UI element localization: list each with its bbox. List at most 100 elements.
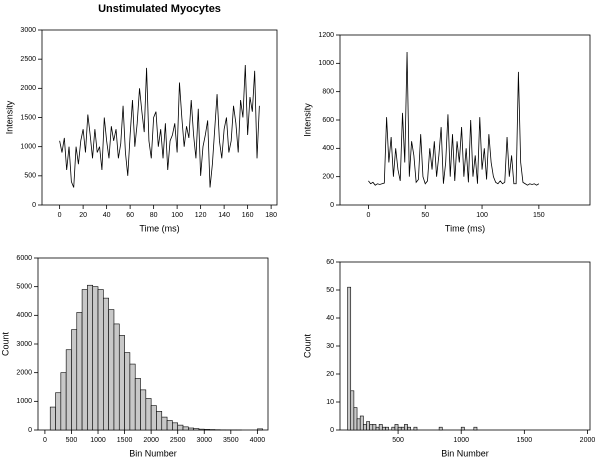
- histogram-bar: [366, 421, 370, 431]
- y-axis-label: Intensity: [302, 103, 312, 137]
- histogram-bar: [193, 428, 200, 431]
- data-line: [368, 51, 540, 186]
- y-tick-label: 3000: [20, 27, 36, 34]
- y-tick-label: 2500: [20, 56, 36, 63]
- histogram-bar: [150, 405, 157, 431]
- histogram-bar: [372, 424, 377, 431]
- y-tick-label: 30: [326, 343, 334, 350]
- histogram-bar: [161, 416, 168, 431]
- x-tick-label: 20: [79, 212, 87, 219]
- histogram-bar: [145, 398, 152, 431]
- histogram-bar: [391, 426, 396, 431]
- histogram-bar: [438, 426, 443, 431]
- y-tick-label: 6000: [16, 255, 32, 262]
- x-tick-label: 0: [58, 212, 62, 219]
- x-tick-label: 2000: [143, 437, 159, 444]
- x-tick-label: 0: [366, 212, 370, 219]
- histogram-bar: [97, 289, 104, 431]
- x-tick-label: 0: [43, 437, 47, 444]
- histogram-bar: [460, 426, 465, 431]
- histogram-bar: [378, 424, 383, 431]
- histogram-bar: [55, 392, 62, 431]
- histogram-bar: [400, 426, 405, 431]
- x-tick-label: 2500: [170, 437, 186, 444]
- histogram-bar: [407, 426, 412, 431]
- y-tick-label: 200: [322, 174, 334, 181]
- y-tick-label: 1000: [16, 398, 32, 405]
- histogram-bar: [404, 424, 408, 431]
- histogram-bar: [65, 349, 72, 431]
- y-tick-label: 1500: [20, 114, 36, 121]
- histogram-bar: [257, 428, 263, 431]
- y-axis-label: Count: [302, 334, 312, 359]
- y-tick-label: 3000: [16, 341, 32, 348]
- histogram-bar: [381, 426, 386, 431]
- y-tick-label: 2000: [16, 370, 32, 377]
- y-tick-label: 400: [322, 145, 334, 152]
- x-axis-label: Bin Number: [441, 448, 489, 458]
- x-tick-label: 100: [171, 212, 183, 219]
- x-tick-label: 80: [150, 212, 158, 219]
- histogram-bar: [118, 335, 125, 431]
- histogram-bar: [134, 378, 141, 431]
- histogram-bar: [397, 426, 402, 431]
- histogram-bar: [350, 390, 355, 431]
- histogram-bar: [172, 422, 178, 431]
- x-tick-label: 500: [392, 437, 404, 444]
- x-axis-label: Time (ms): [139, 223, 179, 233]
- plot-frame: [339, 261, 591, 431]
- plot-frame: [41, 29, 278, 206]
- x-tick-label: 120: [195, 212, 207, 219]
- y-tick-label: 600: [322, 117, 334, 124]
- histogram-bar: [177, 424, 184, 431]
- histogram-bar: [356, 418, 361, 431]
- y-tick-label: 4000: [16, 312, 32, 319]
- y-tick-label: 500: [24, 173, 36, 180]
- histogram-bar: [353, 407, 358, 431]
- histogram-bar: [182, 426, 189, 431]
- histogram-bar: [124, 352, 131, 431]
- histogram-bar: [60, 372, 67, 431]
- histogram-bar: [113, 323, 120, 431]
- y-tick-label: 40: [326, 315, 334, 322]
- y-tick-label: 0: [28, 427, 32, 434]
- histogram-bar: [198, 428, 205, 431]
- x-tick-label: 40: [103, 212, 111, 219]
- x-tick-label: 100: [476, 212, 488, 219]
- y-tick-label: 1200: [318, 32, 334, 39]
- y-tick-label: 5000: [16, 284, 32, 291]
- y-tick-label: 50: [326, 287, 334, 294]
- histogram-bar: [203, 429, 210, 431]
- histogram-bar: [108, 309, 115, 431]
- histogram-bar: [103, 297, 109, 431]
- histogram-bar: [49, 406, 56, 431]
- x-tick-label: 1000: [453, 437, 469, 444]
- x-tick-label: 500: [66, 437, 78, 444]
- y-tick-label: 1000: [318, 60, 334, 67]
- y-axis-label: Count: [0, 332, 10, 357]
- x-tick-label: 150: [533, 212, 545, 219]
- x-tick-label: 3000: [196, 437, 212, 444]
- histogram-bar: [140, 389, 147, 431]
- histogram-bar: [363, 424, 367, 431]
- histogram-bar: [156, 411, 163, 431]
- plot-frame: [339, 34, 591, 206]
- y-tick-label: 1000: [20, 144, 36, 151]
- x-tick-label: 160: [242, 212, 254, 219]
- histogram-bar: [188, 427, 194, 431]
- histogram-bar: [369, 424, 374, 431]
- x-tick-label: 1000: [90, 437, 106, 444]
- x-tick-label: 3500: [223, 437, 239, 444]
- chart-title: Unstimulated Myocytes: [98, 3, 221, 15]
- histogram-bar: [385, 426, 389, 431]
- x-tick-label: 1500: [517, 437, 533, 444]
- x-tick-label: 1500: [117, 437, 133, 444]
- histogram-bar: [87, 284, 94, 431]
- y-tick-label: 2000: [20, 85, 36, 92]
- histogram-bar: [76, 312, 83, 431]
- y-tick-label: 0: [330, 427, 334, 434]
- x-tick-label: 60: [126, 212, 134, 219]
- x-tick-label: 180: [265, 212, 277, 219]
- data-line: [59, 64, 260, 188]
- y-tick-label: 60: [326, 259, 334, 266]
